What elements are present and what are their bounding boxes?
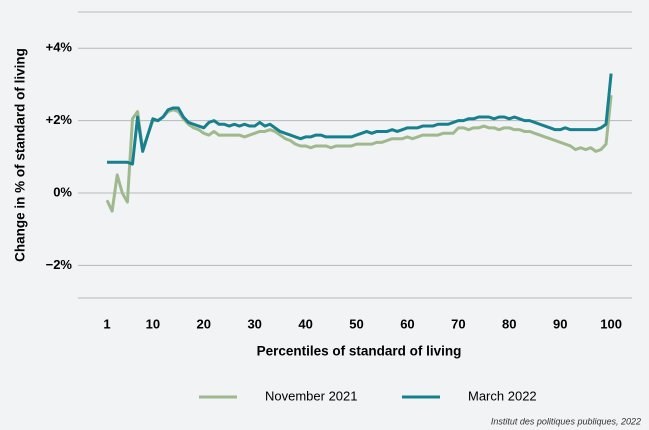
x-tick-label: 10: [146, 316, 160, 331]
legend-label: November 2021: [265, 388, 358, 403]
x-tick-label: 30: [247, 316, 261, 331]
y-tick-label: 0%: [53, 184, 72, 199]
x-tick-label: 90: [553, 316, 567, 331]
x-tick-label: 100: [600, 316, 622, 331]
y-tick-label: +4%: [46, 40, 73, 55]
y-tick-label: +2%: [46, 112, 73, 127]
y-tick-label: −2%: [46, 257, 73, 272]
x-tick-label: 40: [298, 316, 312, 331]
x-tick-label: 60: [400, 316, 414, 331]
x-tick-label: 70: [451, 316, 465, 331]
x-tick-label: 80: [502, 316, 516, 331]
y-axis-title: Change in % of standard of living: [13, 48, 28, 262]
x-tick-label: 50: [349, 316, 363, 331]
line-series: [105, 95, 613, 213]
x-axis-title: Percentiles of standard of living: [257, 344, 462, 359]
x-tick-label: 1: [103, 316, 110, 331]
x-tick-label: 20: [197, 316, 211, 331]
legend-label: March 2022: [468, 388, 537, 403]
source: Institut des politiques publiques, 2022: [491, 416, 641, 426]
line-series: [107, 73, 613, 166]
